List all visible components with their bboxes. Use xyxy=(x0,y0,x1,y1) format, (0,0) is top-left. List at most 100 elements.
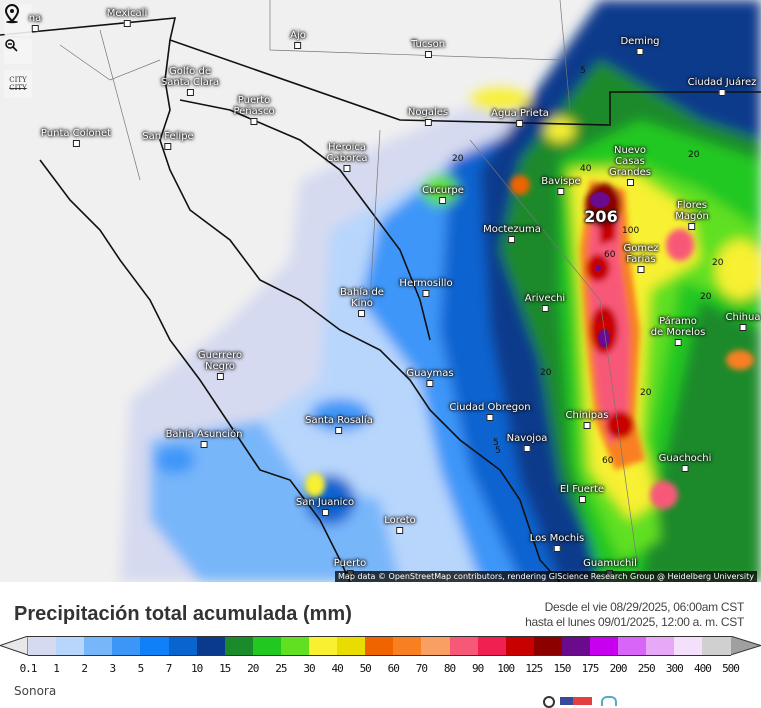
zoom-out-button[interactable] xyxy=(4,38,32,64)
city-label: Arivechi xyxy=(525,293,565,312)
contour-label: 40 xyxy=(580,164,591,174)
legend-tick-label: 150 xyxy=(553,662,570,675)
legend-tick-label: 500 xyxy=(722,662,739,675)
city-label: Ajo xyxy=(290,30,306,49)
city-name: Cucurpe xyxy=(422,185,464,196)
city-label: na xyxy=(29,13,41,32)
legend-below-arrow xyxy=(0,636,28,655)
city-marker-icon xyxy=(422,290,429,297)
city-marker-icon xyxy=(251,118,258,125)
legend-swatch xyxy=(84,636,113,656)
city-marker-icon xyxy=(553,545,560,552)
city-toggle-label-struck: CITY xyxy=(9,84,26,92)
legend-tick-label: 70 xyxy=(416,662,427,675)
legend-tick-label: 250 xyxy=(638,662,655,675)
legend-swatch xyxy=(281,636,310,656)
city-marker-icon xyxy=(509,236,516,243)
legend-tick-label: 5 xyxy=(138,662,144,675)
legend-tick-label: 300 xyxy=(666,662,683,675)
city-marker-icon xyxy=(32,25,39,32)
legend-tick-label: 90 xyxy=(472,662,483,675)
city-marker-icon xyxy=(689,223,696,230)
city-name: Puerto xyxy=(334,558,367,569)
flag-icon xyxy=(560,697,592,705)
city-label: San Juanico xyxy=(296,497,354,516)
legend-tick-label: 10 xyxy=(191,662,202,675)
city-name: Moctezuma xyxy=(483,224,541,235)
contour-label: 60 xyxy=(604,250,615,260)
legend-tick-label: 200 xyxy=(610,662,627,675)
city-marker-icon xyxy=(486,414,493,421)
legend-swatch xyxy=(562,636,591,656)
city-name: Punta Colonet xyxy=(41,128,111,139)
date-from: Desde el vie 08/29/2025, 06:00am CST xyxy=(545,600,744,614)
city-marker-icon xyxy=(201,441,208,448)
legend-swatch xyxy=(28,636,57,656)
legend-tick-label: 1 xyxy=(53,662,59,675)
contour-label: 5 xyxy=(493,438,499,448)
city-name: Tucson xyxy=(411,39,445,50)
legend-swatch xyxy=(674,636,703,656)
city-label: Ciudad Obregon xyxy=(449,402,530,421)
city-name: El Fuerte xyxy=(560,484,604,495)
legend-swatch xyxy=(421,636,450,656)
city-marker-icon xyxy=(358,310,365,317)
legend-swatch xyxy=(450,636,479,656)
legend-swatch xyxy=(169,636,198,656)
city-name: San Felipe xyxy=(142,131,193,142)
city-name: Santa Rosalía xyxy=(305,415,373,426)
city-label: Los Mochis xyxy=(530,533,584,552)
city-label: Bahía Asunción xyxy=(166,429,243,448)
city-name: Arivechi xyxy=(525,293,565,304)
contour-label: 60 xyxy=(602,456,613,466)
city-labels-toggle[interactable]: CITY CITY xyxy=(4,70,32,98)
contour-label: 20 xyxy=(540,368,551,378)
contour-label: 20 xyxy=(688,150,699,160)
map-attribution[interactable]: Map data © OpenStreetMap contributors, r… xyxy=(335,571,757,582)
city-name: Nogales xyxy=(408,107,448,118)
city-label: Nogales xyxy=(408,107,448,126)
legend-tick-label: 3 xyxy=(109,662,115,675)
legend-tick-label: 20 xyxy=(247,662,258,675)
city-label: Chinipas xyxy=(566,410,609,429)
city-label: Ciudad Juárez xyxy=(688,77,757,96)
city-marker-icon xyxy=(626,179,633,186)
city-marker-icon xyxy=(579,496,586,503)
map-pin-icon xyxy=(4,4,20,24)
city-marker-icon xyxy=(186,89,193,96)
legend-swatch xyxy=(393,636,422,656)
legend-tick-label: 2 xyxy=(81,662,87,675)
legend-swatch xyxy=(225,636,254,656)
city-marker-icon xyxy=(637,48,644,55)
city-marker-icon xyxy=(295,42,302,49)
city-name: Ciudad Juárez xyxy=(688,77,757,88)
legend-tick-label: 15 xyxy=(219,662,230,675)
legend-swatch xyxy=(478,636,507,656)
city-label: El Fuerte xyxy=(560,484,604,503)
city-toggle-label: CITY xyxy=(9,76,26,84)
contour-label: 20 xyxy=(712,258,723,268)
city-marker-icon xyxy=(440,197,447,204)
city-name: San Juanico xyxy=(296,497,354,508)
city-marker-icon xyxy=(123,20,130,27)
home-icon xyxy=(601,696,617,706)
legend-swatch xyxy=(309,636,338,656)
city-marker-icon xyxy=(165,143,172,150)
city-name: Navojoa xyxy=(507,433,548,444)
zoom-out-icon xyxy=(4,38,18,52)
contour-label: 5 xyxy=(580,66,586,76)
city-name: Loreto xyxy=(384,515,416,526)
city-marker-icon xyxy=(427,380,434,387)
city-marker-icon xyxy=(584,422,591,429)
legend-tick-label: 80 xyxy=(444,662,455,675)
